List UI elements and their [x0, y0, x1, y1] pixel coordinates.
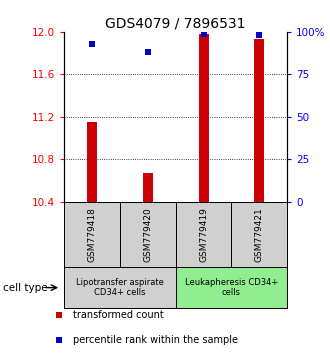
Text: GSM779419: GSM779419	[199, 207, 208, 262]
Bar	[64, 267, 176, 308]
Text: GSM779421: GSM779421	[255, 207, 264, 262]
Text: Lipotransfer aspirate
CD34+ cells: Lipotransfer aspirate CD34+ cells	[76, 278, 164, 297]
Bar	[231, 202, 287, 267]
Bar	[64, 202, 120, 267]
Bar	[87, 122, 97, 202]
Text: cell type: cell type	[3, 282, 48, 293]
Text: GSM779418: GSM779418	[88, 207, 97, 262]
Bar	[199, 34, 209, 202]
Bar	[254, 39, 264, 202]
Bar	[176, 202, 231, 267]
Bar	[120, 202, 176, 267]
Text: percentile rank within the sample: percentile rank within the sample	[73, 335, 238, 346]
Title: GDS4079 / 7896531: GDS4079 / 7896531	[106, 17, 246, 31]
Text: transformed count: transformed count	[73, 309, 163, 320]
Text: GSM779420: GSM779420	[143, 207, 152, 262]
Bar	[176, 267, 287, 308]
Bar	[143, 173, 153, 202]
Text: Leukapheresis CD34+
cells: Leukapheresis CD34+ cells	[185, 278, 278, 297]
